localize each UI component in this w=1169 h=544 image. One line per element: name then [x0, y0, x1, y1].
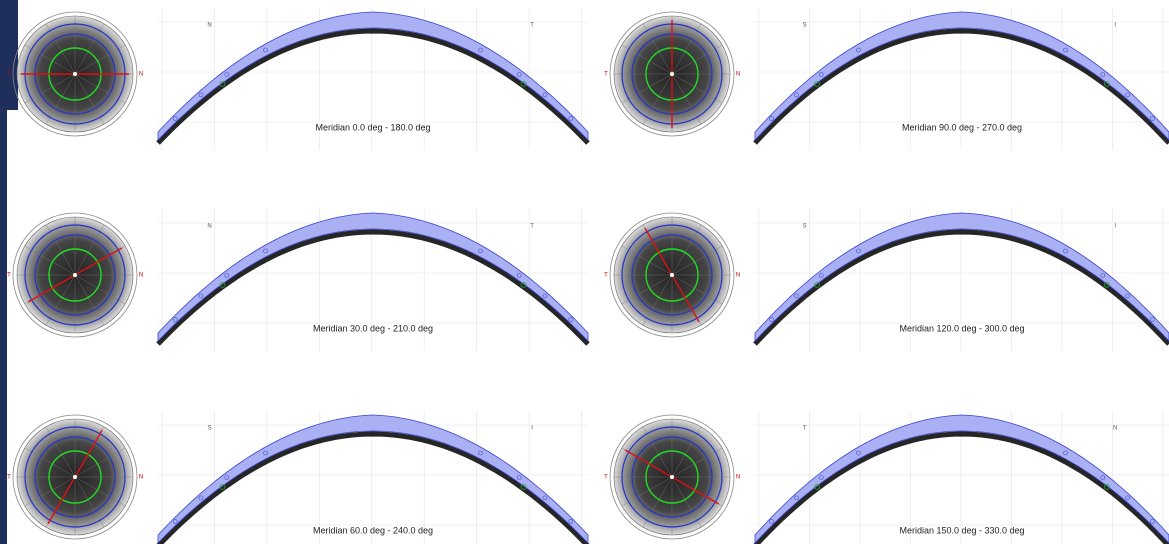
meridian-title: Meridian 120.0 deg - 300.0 deg — [899, 323, 1024, 333]
circle-label-right: N — [139, 72, 143, 78]
profile-label-left: T — [803, 426, 807, 432]
meridian-title: Meridian 60.0 deg - 240.0 deg — [313, 525, 433, 535]
circle-label-left: T — [7, 72, 11, 78]
circle-label-left: T — [604, 273, 608, 279]
profile-label-right: N — [1113, 426, 1117, 432]
circle-label-right: N — [139, 273, 143, 279]
side-bar-edge — [0, 0, 7, 544]
background — [0, 0, 1169, 544]
circle-label-right: N — [736, 72, 740, 78]
circle-label-right: N — [736, 273, 740, 279]
profile-label-left: N — [207, 23, 211, 29]
profile-label-left: S — [803, 224, 807, 230]
profile-label-right: T — [530, 23, 534, 29]
screen: TNNTMeridian 0.0 deg - 180.0 degTNSIMeri… — [0, 0, 1169, 544]
center-mark — [73, 475, 77, 479]
profile-label-right: T — [530, 224, 534, 230]
center-mark — [670, 475, 674, 479]
profile-label-left: S — [803, 23, 807, 29]
center-mark — [670, 72, 674, 76]
meridian-title: Meridian 90.0 deg - 270.0 deg — [902, 122, 1022, 132]
profile-label-left: S — [208, 426, 212, 432]
profile-label-left: N — [207, 224, 211, 230]
circle-label-left: T — [7, 273, 11, 279]
circle-label-left: T — [604, 475, 608, 481]
center-mark — [670, 273, 674, 277]
meridian-title: Meridian 150.0 deg - 330.0 deg — [899, 525, 1024, 535]
meridian-title: Meridian 30.0 deg - 210.0 deg — [313, 323, 433, 333]
meridian-title: Meridian 0.0 deg - 180.0 deg — [315, 122, 430, 132]
circle-label-right: N — [736, 475, 740, 481]
center-mark — [73, 72, 77, 76]
circle-label-left: T — [7, 475, 11, 481]
circle-label-left: T — [604, 72, 608, 78]
center-mark — [73, 273, 77, 277]
circle-label-right: N — [139, 475, 143, 481]
